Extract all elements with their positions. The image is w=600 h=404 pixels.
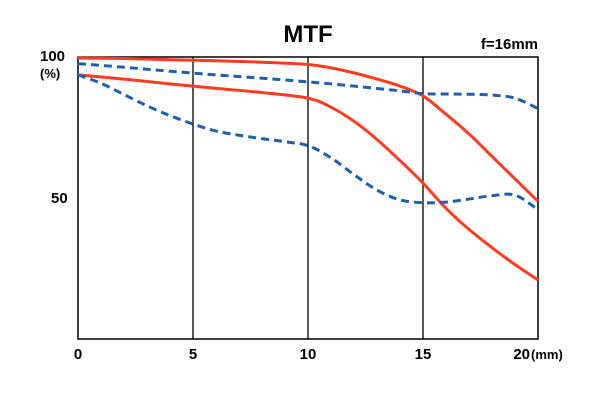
mtf-curve-2 [77, 73, 539, 282]
mtf-curves [77, 56, 540, 282]
x-axis-unit: (mm) [531, 347, 563, 362]
vertical-gridlines [192, 57, 424, 339]
focal-length-label: f=16mm [481, 36, 538, 53]
mtf-curve-3 [77, 62, 539, 110]
x-tick-15: 15 [415, 346, 432, 363]
mtf-curve-1 [77, 56, 540, 203]
mtf-curve-4 [77, 73, 539, 212]
x-tick-20: 20 [513, 346, 530, 363]
x-tick-5: 5 [189, 346, 197, 363]
y-tick-50: 50 [51, 190, 68, 207]
y-axis-unit: (%) [40, 66, 60, 81]
x-tick-0: 0 [74, 346, 82, 363]
y-tick-100: 100 [40, 48, 65, 65]
x-tick-10: 10 [300, 346, 317, 363]
chart-title: MTF [283, 21, 332, 48]
